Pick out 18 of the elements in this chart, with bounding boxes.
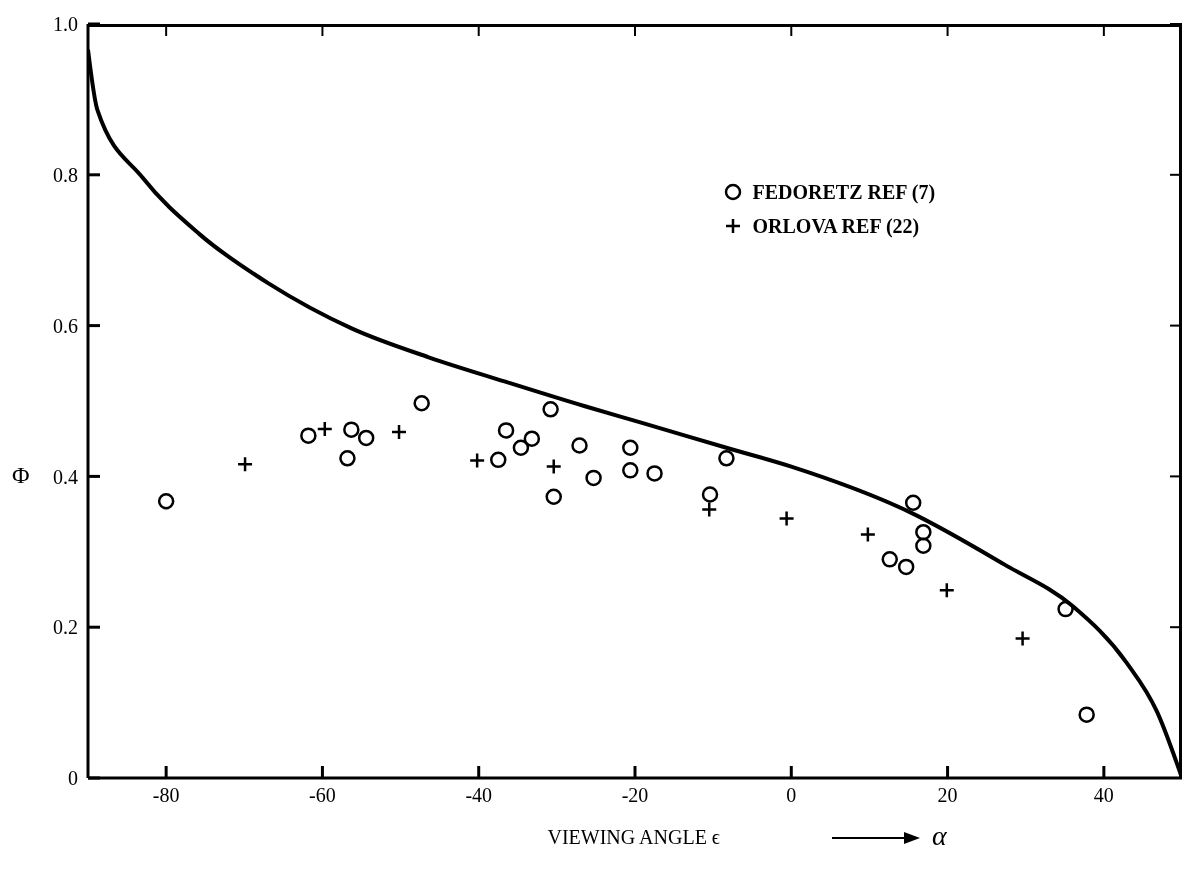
x-tick-label: -40 (465, 784, 493, 807)
x-axis-title: VIEWING ANGLE ϵ (547, 826, 720, 849)
legend-label: FEDORETZ REF (7) (752, 179, 936, 206)
y-tick-label: 0 (68, 767, 78, 790)
y-tick-label: 0.2 (53, 616, 78, 639)
y-tick-label: 0.4 (53, 465, 78, 488)
x-tick-label: 40 (1093, 784, 1114, 807)
x-tick-label: 20 (937, 784, 958, 807)
y-tick-label: 1.0 (53, 13, 78, 36)
x-tick-label: -20 (621, 784, 649, 807)
legend-label: ORLOVA REF (22) (752, 213, 920, 240)
y-axis-title: Φ (12, 462, 30, 490)
x-tick-label: -80 (152, 784, 180, 807)
y-tick-label: 0.8 (53, 163, 78, 186)
x-tick-label: 0 (786, 784, 797, 807)
x-tick-label: -60 (309, 784, 336, 807)
text: α (931, 820, 947, 852)
y-tick-label: 0.6 (53, 314, 78, 337)
